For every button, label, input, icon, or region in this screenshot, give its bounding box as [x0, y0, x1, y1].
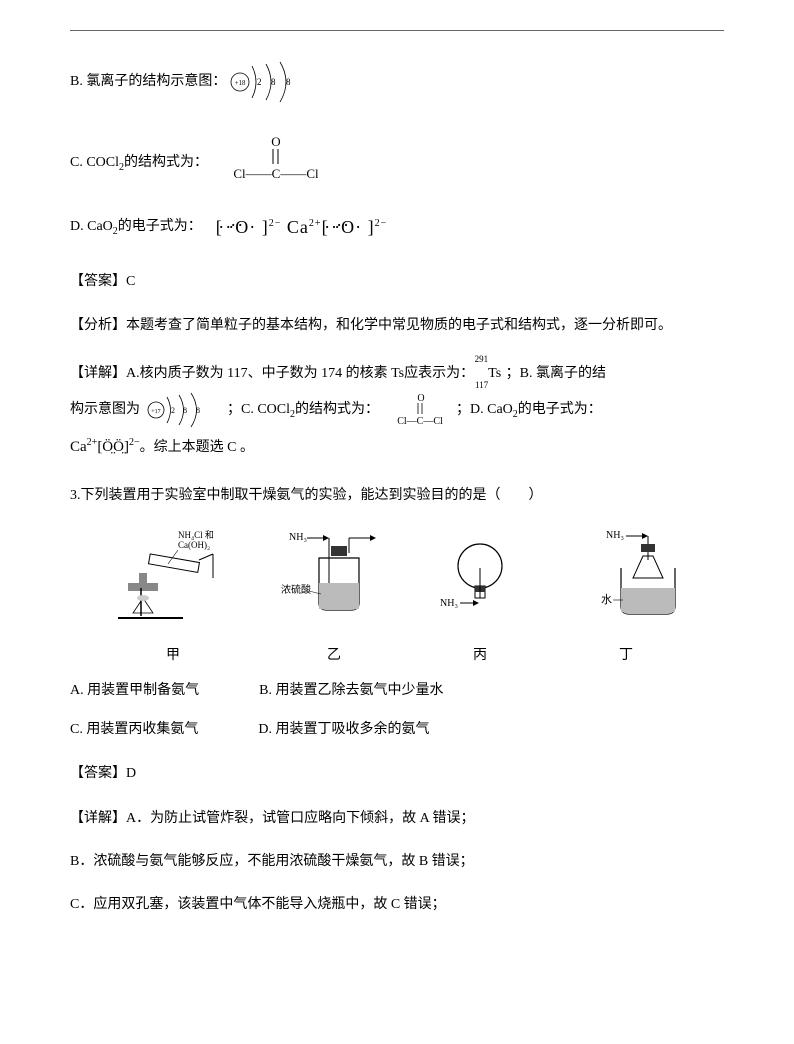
svg-text:8: 8: [183, 406, 187, 415]
apparatus-a: NH₄Cl 和 Ca(OH)₂ 甲: [113, 528, 233, 668]
detail-2-c: C．应用双孔塞，该装置中气体不能导入烧瓶中，故 C 错误；: [70, 892, 724, 917]
structural-formula-detail: O Cl—C—Cl: [383, 391, 453, 429]
svg-text:8: 8: [271, 77, 276, 87]
structural-formula-c: O Cl——C——Cl: [228, 134, 318, 193]
q3-opt-a: A. 用装置甲制备氨气: [70, 678, 199, 703]
option-d: D. CaO2的电子式为： [ ···O··· ]2− Ca2+[ ···O··…: [70, 211, 724, 243]
apparatus-b: NH₃ 浓硫酸 乙: [279, 528, 389, 668]
q3-opt-d: D. 用装置丁吸收多余的氨气: [258, 717, 429, 742]
svg-text:浓硫酸: 浓硫酸: [281, 583, 311, 596]
q3-options-row2: C. 用装置丙收集氨气 D. 用装置丁吸收多余的氨气: [70, 717, 724, 742]
option-b-text: B. 氯离子的结构示意图：: [70, 69, 226, 94]
svg-text:O: O: [271, 134, 280, 149]
svg-text:NH₃: NH₃: [606, 530, 624, 541]
analysis-1: 【分析】本题考查了简单粒子的基本结构，和化学中常见物质的电子式和结构式，逐一分析…: [70, 312, 724, 338]
apparatus-c: NH₃ 丙: [435, 528, 525, 668]
svg-text:Cl—C—Cl: Cl—C—Cl: [397, 416, 443, 427]
q3-opt-b: B. 用装置乙除去氨气中少量水: [259, 678, 443, 703]
option-b: B. 氯离子的结构示意图： +18 2 8 8: [70, 60, 724, 104]
detail-2-a: 【详解】A．为防止试管炸裂，试管口应略向下倾斜，故 A 错误；: [70, 805, 724, 831]
svg-text:Ca(OH)₂: Ca(OH)₂: [178, 540, 210, 550]
atom-shell-diagram-detail: +17 2 8 8: [144, 392, 224, 428]
option-c-text: C. COCl2的结构式为：: [70, 150, 208, 177]
atom-shell-diagram-b: +18 2 8 8: [226, 60, 316, 104]
apparatus-d: NH₃ 水 丁: [571, 528, 681, 668]
svg-text:+18: +18: [235, 79, 246, 87]
option-c: C. COCl2的结构式为： O Cl——C——Cl: [70, 134, 724, 193]
q3-opt-c: C. 用装置丙收集氨气: [70, 717, 198, 742]
svg-text:NH₃: NH₃: [289, 532, 307, 543]
lewis-formula-d: [ ···O··· ]2− Ca2+[ ···O··· ]2−: [216, 211, 387, 243]
svg-text:NH₄Cl 和: NH₄Cl 和: [178, 530, 214, 540]
detail-2-b: B．浓硫酸与氨气能够反应，不能用浓硫酸干燥氨气，故 B 错误；: [70, 849, 724, 874]
svg-text:2: 2: [257, 77, 262, 87]
page-content: B. 氯离子的结构示意图： +18 2 8 8 C. COCl2的结构式为： O…: [70, 60, 724, 917]
svg-text:8: 8: [196, 406, 200, 415]
svg-text:NH₃: NH₃: [440, 598, 458, 609]
answer-1: 【答案】C: [70, 268, 724, 294]
svg-text:+17: +17: [151, 409, 160, 415]
svg-text:2: 2: [171, 406, 175, 415]
svg-text:水: 水: [601, 593, 612, 606]
lewis-detail: Ca2+[Ö̤Ö̤]2−: [70, 439, 140, 455]
option-d-text: D. CaO2的电子式为：: [70, 214, 202, 241]
page-top-rule: [70, 30, 724, 31]
svg-text:8: 8: [286, 77, 291, 87]
answer-2: 【答案】D: [70, 760, 724, 786]
isotope-notation: 291117Ts: [474, 357, 502, 391]
svg-text:Cl——C——Cl: Cl——C——Cl: [233, 166, 318, 181]
detail-1: 【详解】A.核内质子数为 117、中子数为 174 的核素 Ts应表示为：291…: [70, 356, 724, 465]
apparatus-row: NH₄Cl 和 Ca(OH)₂ 甲 NH₃: [90, 528, 704, 668]
question-3: 3.下列装置用于实验室中制取干燥氨气的实验，能达到实验目的的是（ ）: [70, 483, 724, 508]
svg-text:O: O: [417, 393, 424, 404]
q3-options-row1: A. 用装置甲制备氨气 B. 用装置乙除去氨气中少量水: [70, 678, 724, 703]
